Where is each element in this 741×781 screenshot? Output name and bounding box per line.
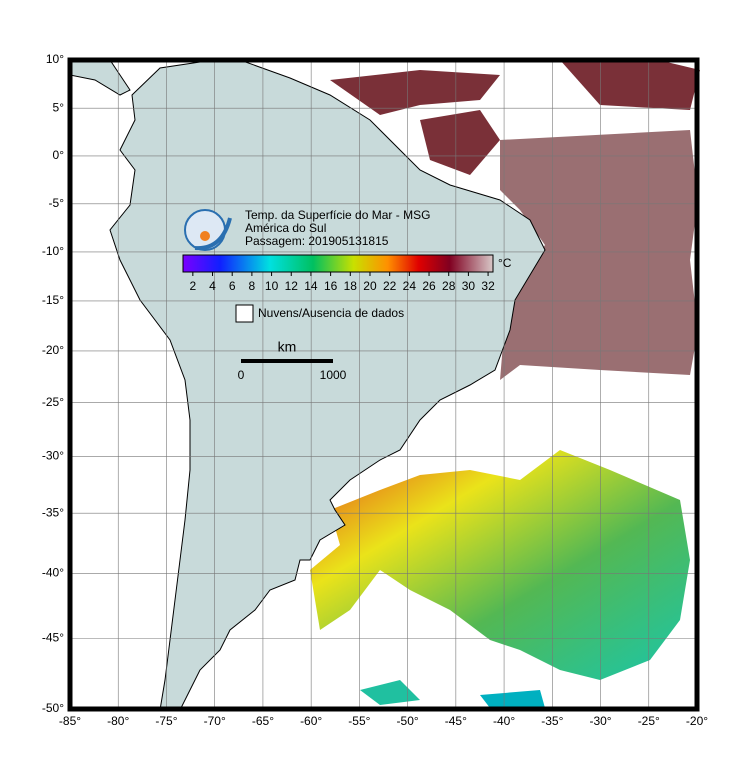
legend-swatch [235,304,254,323]
y-tick-label: 10° [46,52,64,66]
colorbar-label: 6 [229,279,236,293]
colorbar-label: 26 [422,279,436,293]
x-tick-label: -75° [155,714,177,728]
y-tick-label: -30° [42,449,64,463]
colorbar-label: 10 [265,279,279,293]
colorbar-label: 4 [209,279,216,293]
colorbar-label: 32 [481,279,495,293]
x-tick-label: -50° [397,714,419,728]
x-tick-label: -25° [638,714,660,728]
scale-bar [241,359,333,363]
y-tick-label: -50° [42,701,64,715]
y-tick-label: -40° [42,566,64,580]
colorbar-unit: °C [498,256,512,270]
x-tick-label: -85° [59,714,81,728]
colorbar-label: 12 [285,279,299,293]
x-tick-label: -65° [252,714,274,728]
colorbar-label: 30 [462,279,476,293]
y-tick-label: 5° [53,100,65,114]
title-line: Temp. da Superfície do Mar - MSG [245,208,430,222]
x-tick-label: -20° [686,714,708,728]
frame [67,57,700,712]
colorbar-label: 20 [363,279,377,293]
x-tick-label: -35° [541,714,563,728]
scale-label: 1000 [320,368,347,382]
colorbar-label: 16 [324,279,338,293]
x-tick-label: -80° [107,714,129,728]
x-tick-label: -70° [204,714,226,728]
colorbar-label: 14 [304,279,318,293]
x-tick-label: -45° [445,714,467,728]
y-tick-label: -5° [49,196,65,210]
colorbar-label: 28 [442,279,456,293]
y-tick-label: -15° [42,293,64,307]
colorbar-label: 8 [249,279,256,293]
y-tick-label: -45° [42,630,64,644]
x-tick-label: -40° [493,714,515,728]
legend-label: Nuvens/Ausencia de dados [258,306,404,320]
title-line: América do Sul [245,221,326,235]
scale-unit: km [278,339,297,355]
y-tick-label: -10° [42,244,64,258]
y-tick-label: -35° [42,505,64,519]
y-tick-label: -25° [42,395,64,409]
colorbar-label: 22 [383,279,397,293]
title-line: Passagem: 201905131815 [245,234,389,248]
y-tick-label: 0° [53,148,65,162]
colorbar-label: 2 [189,279,196,293]
x-tick-label: -60° [300,714,322,728]
x-tick-label: -55° [348,714,370,728]
logo [184,209,232,251]
colorbar-label: 24 [403,279,417,293]
colorbar-label: 18 [344,279,358,293]
x-tick-label: -30° [589,714,611,728]
scale-label: 0 [238,368,245,382]
y-tick-label: -20° [42,343,64,357]
colorbar [182,254,494,273]
